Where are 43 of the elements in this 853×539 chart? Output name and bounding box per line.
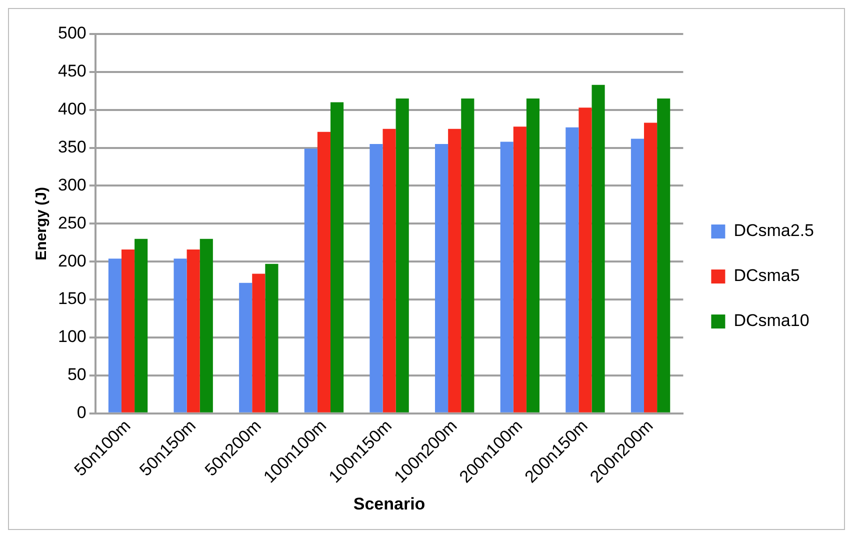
- bar: [566, 127, 579, 412]
- y-tick-label: 0: [76, 403, 86, 422]
- bar: [644, 122, 658, 412]
- bar: [174, 258, 187, 412]
- bar: [200, 238, 213, 412]
- y-tick-label: 350: [58, 137, 86, 156]
- bar: [657, 98, 670, 412]
- bar: [108, 258, 122, 412]
- bar: [304, 148, 318, 412]
- bar: [513, 126, 526, 412]
- legend-label: DCsma10: [734, 311, 810, 330]
- bar: [461, 98, 474, 412]
- bar: [448, 128, 462, 412]
- y-tick-label: 300: [58, 175, 86, 194]
- y-tick-label: 100: [58, 327, 86, 346]
- bar: [396, 98, 409, 412]
- bar: [186, 249, 200, 412]
- bar: [435, 144, 448, 412]
- bar: [330, 102, 344, 412]
- bar: [239, 282, 252, 412]
- y-tick-label: 400: [58, 100, 86, 119]
- bar: [252, 274, 266, 412]
- bar: [592, 84, 605, 412]
- y-tick-label: 250: [58, 213, 86, 232]
- legend-label: DCsma2.5: [734, 221, 814, 240]
- y-tick-label: 500: [58, 24, 86, 43]
- bar: [526, 98, 540, 412]
- bar: [500, 142, 514, 412]
- bar: [121, 249, 135, 412]
- legend-label: DCsma5: [734, 266, 800, 286]
- bar: [317, 132, 330, 412]
- y-tick-label: 150: [58, 289, 86, 308]
- bar: [382, 128, 396, 412]
- bar: [134, 238, 148, 412]
- y-tick-label: 50: [67, 365, 86, 384]
- y-axis-title: Energy (J): [33, 187, 50, 260]
- y-tick-label: 450: [58, 62, 86, 81]
- y-tick-label: 200: [58, 251, 86, 270]
- bar: [370, 144, 383, 412]
- bar: [630, 138, 644, 412]
- bar: [578, 108, 592, 412]
- bar: [265, 264, 278, 412]
- x-axis-title: Scenario: [353, 494, 426, 514]
